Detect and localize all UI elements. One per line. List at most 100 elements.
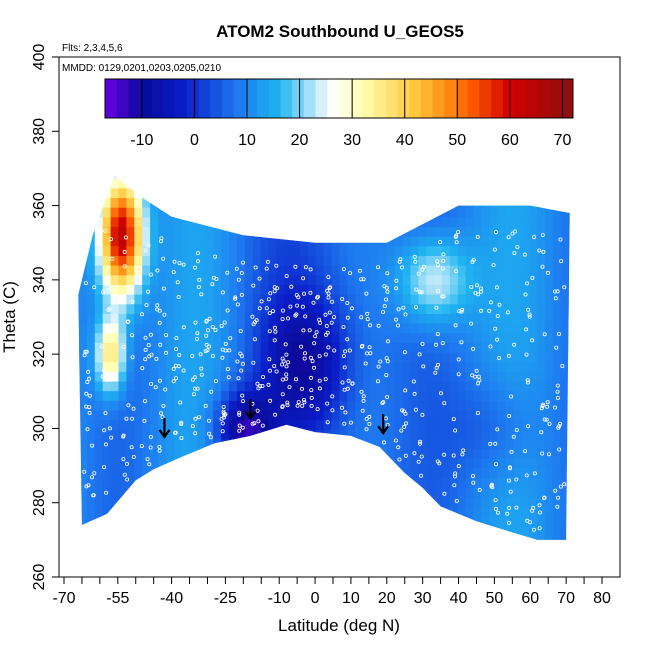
field-cell [536, 409, 546, 421]
field-cell [165, 516, 175, 527]
field-cell [284, 207, 293, 218]
field-cell [134, 506, 143, 517]
field-cell [268, 487, 277, 498]
track-point [523, 292, 528, 297]
field-cell [457, 361, 467, 372]
colorbar-tick-label: 20 [291, 132, 309, 149]
field-cell [386, 467, 396, 479]
field-cell [402, 207, 412, 218]
field-cell [520, 216, 530, 227]
track-point [348, 420, 353, 425]
track-point [312, 341, 317, 346]
field-cell [252, 516, 262, 527]
field-cell [102, 207, 112, 218]
field-cell [284, 226, 293, 237]
field-cell [355, 448, 364, 459]
field-cell [324, 159, 333, 169]
field-cell [505, 429, 514, 440]
track-point [327, 286, 332, 291]
field-cell [442, 371, 451, 382]
field-cell [449, 506, 459, 517]
field-cell [205, 342, 214, 353]
field-cell [568, 197, 570, 208]
track-point [522, 252, 527, 257]
field-cell [402, 351, 412, 363]
field-cell [150, 390, 159, 401]
field-cell [221, 496, 230, 508]
field-cell [260, 294, 269, 305]
field-cell [307, 332, 317, 343]
field-cell [347, 197, 356, 208]
field-cell [252, 409, 262, 421]
field-cell [229, 226, 238, 237]
field-cell [560, 236, 569, 247]
field-cell [292, 284, 301, 295]
colorbar-segment [280, 79, 293, 118]
field-cell [331, 303, 341, 314]
field-cell [111, 545, 120, 555]
field-cell [189, 303, 198, 314]
field-cell [363, 294, 372, 305]
field-cell [165, 429, 175, 440]
x-tick-label: 0 [311, 590, 320, 607]
field-cell [355, 313, 364, 324]
field-cell [394, 187, 404, 198]
track-point [240, 260, 245, 265]
track-point [413, 305, 418, 310]
track-point [84, 391, 89, 396]
field-cell [449, 467, 459, 479]
field-cell [378, 178, 388, 189]
field-cell [150, 197, 159, 208]
field-cell [402, 294, 412, 305]
field-cell [268, 380, 277, 392]
field-cell [520, 487, 530, 498]
field-cell [442, 236, 451, 247]
colorbar-segment [514, 79, 527, 118]
field-cell [339, 342, 348, 353]
field-cell [355, 175, 364, 179]
track-point [454, 240, 459, 245]
field-cell [520, 207, 530, 218]
field-cell [166, 545, 175, 555]
field-cell [189, 400, 198, 411]
field-cell [78, 255, 80, 266]
field-cell [78, 351, 80, 363]
track-point [348, 271, 353, 276]
field-cell [126, 274, 135, 285]
track-point [361, 394, 366, 399]
field-cell [205, 467, 214, 479]
track-point [540, 451, 545, 456]
field-cell [505, 448, 514, 459]
track-point [459, 309, 464, 314]
field-cell [79, 255, 88, 266]
field-cell [102, 175, 112, 179]
field-cell [110, 409, 120, 421]
track-point [280, 362, 285, 367]
field-cell [181, 477, 191, 488]
field-cell [79, 535, 88, 540]
track-point [525, 378, 530, 383]
field-cell [339, 351, 348, 363]
field-cell [118, 400, 127, 411]
field-cell [426, 178, 435, 189]
field-cell [378, 477, 388, 488]
field-cell [244, 516, 254, 527]
field-cell [102, 197, 112, 208]
field-cell [473, 216, 483, 227]
track-point [178, 400, 183, 405]
field-cell [165, 197, 175, 208]
field-cell [307, 342, 317, 353]
field-cell [229, 409, 238, 421]
colorbar-tick-label: 70 [554, 132, 572, 149]
field-cell [442, 477, 451, 488]
field-cell [244, 313, 254, 324]
field-cell [355, 390, 364, 401]
field-cell [449, 361, 459, 372]
field-cell [276, 371, 285, 382]
field-cell [363, 342, 372, 353]
field-cell [244, 467, 254, 479]
field-cell [434, 265, 443, 276]
field-cell [378, 175, 388, 179]
field-cell [355, 187, 364, 198]
field-cell [434, 216, 443, 227]
